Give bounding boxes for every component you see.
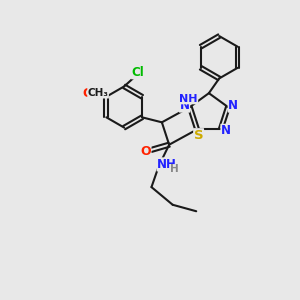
Text: N: N (179, 99, 190, 112)
Text: N: N (221, 124, 231, 137)
Text: NH: NH (179, 94, 198, 104)
Text: Cl: Cl (132, 66, 144, 79)
Text: N: N (228, 99, 238, 112)
Text: O: O (83, 87, 93, 100)
Text: S: S (194, 129, 203, 142)
Text: O: O (140, 145, 151, 158)
Text: NH: NH (157, 158, 177, 171)
Text: H: H (170, 164, 178, 174)
Text: CH₃: CH₃ (88, 88, 109, 98)
